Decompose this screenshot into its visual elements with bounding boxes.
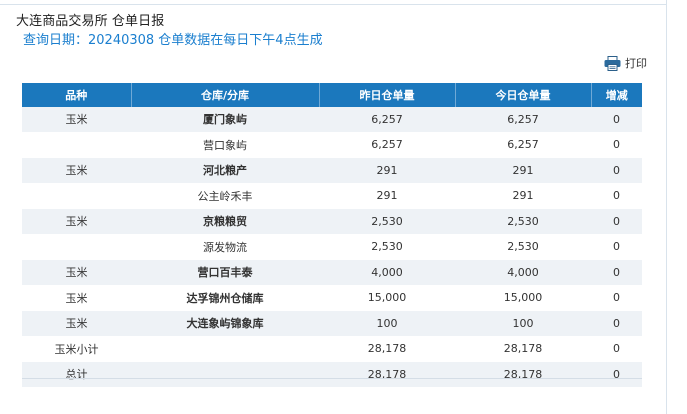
cell-variety: 玉米 — [22, 107, 131, 133]
cell-variety: 玉米 — [22, 208, 131, 235]
cell-today: 291 — [455, 157, 591, 184]
top-divider — [0, 4, 667, 5]
query-date-line: 查询日期：20240308 仓单数据在每日下午4点生成 — [23, 33, 323, 48]
cell-warehouse: 达孚锦州仓储库 — [131, 285, 319, 311]
cell-yesterday: 28,178 — [319, 361, 455, 388]
cell-change: 0 — [591, 259, 642, 286]
cell-today: 4,000 — [455, 259, 591, 286]
cell-yesterday: 6,257 — [319, 132, 455, 158]
cell-today: 291 — [455, 183, 591, 209]
cell-today: 28,178 — [455, 361, 591, 388]
table-row: 玉米 大连象屿锦象库 100 100 0 — [22, 310, 642, 337]
cell-change: 0 — [591, 310, 642, 337]
cell-warehouse: 大连象屿锦象库 — [131, 310, 319, 337]
cell-today: 2,530 — [455, 234, 591, 260]
table-row: 玉米 营口百丰泰 4,000 4,000 0 — [22, 259, 642, 286]
cell-variety: 玉米 — [22, 285, 131, 311]
cell-variety — [22, 183, 131, 209]
cell-yesterday: 4,000 — [319, 259, 455, 286]
cell-variety: 玉米 — [22, 157, 131, 184]
cell-yesterday: 15,000 — [319, 285, 455, 311]
cell-warehouse — [131, 336, 319, 362]
table-row: 玉米 河北粮产 291 291 0 — [22, 157, 642, 184]
column-header-yesterday: 昨日仓单量 — [319, 83, 456, 107]
cell-change: 0 — [591, 183, 642, 209]
cell-yesterday: 6,257 — [319, 107, 455, 133]
cell-today: 6,257 — [455, 107, 591, 133]
cell-warehouse: 营口象屿 — [131, 132, 319, 158]
table-row: 玉米 京粮粮贸 2,530 2,530 0 — [22, 208, 642, 235]
table-header-row: 品种 仓库/分库 昨日仓单量 今日仓单量 增减 — [22, 83, 642, 107]
cell-variety: 玉米小计 — [22, 336, 131, 362]
cell-change: 0 — [591, 285, 642, 311]
total-row: 总计 28,178 28,178 0 — [22, 361, 642, 388]
cell-change: 0 — [591, 336, 642, 362]
cell-yesterday: 291 — [319, 183, 455, 209]
cell-change: 0 — [591, 157, 642, 184]
table-row: 源发物流 2,530 2,530 0 — [22, 234, 642, 260]
print-button[interactable]: 打印 — [604, 55, 647, 71]
cell-yesterday: 100 — [319, 310, 455, 337]
subtotal-row: 玉米小计 28,178 28,178 0 — [22, 336, 642, 362]
cell-variety — [22, 132, 131, 158]
table-row: 营口象屿 6,257 6,257 0 — [22, 132, 642, 158]
cell-variety: 玉米 — [22, 310, 131, 337]
cell-warehouse — [131, 361, 319, 388]
cell-yesterday: 2,530 — [319, 234, 455, 260]
right-divider — [666, 0, 667, 414]
page-title: 大连商品交易所 仓单日报 — [16, 14, 165, 29]
cell-variety: 玉米 — [22, 259, 131, 286]
cell-yesterday: 291 — [319, 157, 455, 184]
cell-today: 15,000 — [455, 285, 591, 311]
column-header-change: 增减 — [591, 83, 642, 107]
column-header-warehouse: 仓库/分库 — [131, 83, 320, 107]
table-row: 公主岭禾丰 291 291 0 — [22, 183, 642, 209]
column-header-variety: 品种 — [22, 83, 132, 107]
cell-yesterday: 2,530 — [319, 208, 455, 235]
cell-change: 0 — [591, 107, 642, 133]
table-row: 玉米 厦门象屿 6,257 6,257 0 — [22, 107, 642, 133]
cell-warehouse: 源发物流 — [131, 234, 319, 260]
cell-today: 6,257 — [455, 132, 591, 158]
cell-warehouse: 厦门象屿 — [131, 107, 319, 133]
column-header-today: 今日仓单量 — [455, 83, 592, 107]
cell-warehouse: 河北粮产 — [131, 157, 319, 184]
table-bottom-divider — [22, 378, 642, 379]
table-row: 玉米 达孚锦州仓储库 15,000 15,000 0 — [22, 285, 642, 311]
cell-change: 0 — [591, 132, 642, 158]
cell-variety — [22, 234, 131, 260]
cell-warehouse: 营口百丰泰 — [131, 259, 319, 286]
cell-yesterday: 28,178 — [319, 336, 455, 362]
cell-today: 2,530 — [455, 208, 591, 235]
cell-change: 0 — [591, 234, 642, 260]
warehouse-receipt-table: 品种 仓库/分库 昨日仓单量 今日仓单量 增减 玉米 厦门象屿 6,257 6,… — [22, 83, 642, 388]
cell-change: 0 — [591, 361, 642, 388]
cell-warehouse: 公主岭禾丰 — [131, 183, 319, 209]
cell-today: 28,178 — [455, 336, 591, 362]
cell-change: 0 — [591, 208, 642, 235]
cell-today: 100 — [455, 310, 591, 337]
cell-warehouse: 京粮粮贸 — [131, 208, 319, 235]
print-label: 打印 — [625, 57, 647, 70]
cell-variety: 总计 — [22, 361, 131, 388]
printer-icon — [604, 55, 621, 71]
